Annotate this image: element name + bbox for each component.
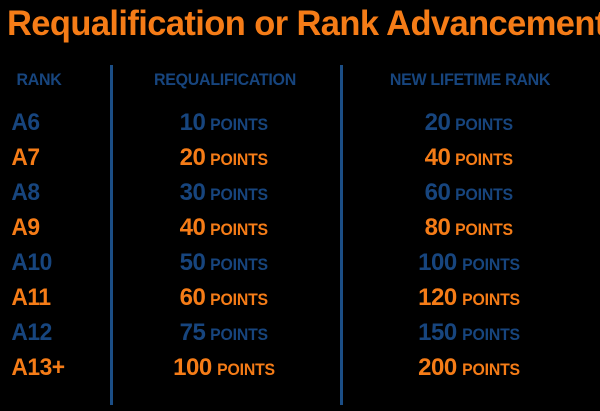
table-row: A13+ 100 POINTS 200 POINTS [0, 350, 600, 385]
cell-requalification: 30 POINTS [110, 179, 340, 207]
cell-new-lifetime-rank: 100 POINTS [340, 249, 600, 277]
cell-rank: A8 [11, 178, 40, 206]
value-new-lifetime-rank: 120 [418, 283, 457, 311]
column-header-requalification: REQUALIFICATION [154, 70, 296, 89]
value-requalification: 75 [179, 318, 206, 346]
value-new-lifetime-rank: 150 [418, 318, 457, 346]
cell-new-lifetime-rank: 80 POINTS [340, 214, 600, 242]
cell-rank: A10 [11, 248, 52, 276]
value-new-lifetime-rank: 200 [418, 353, 457, 381]
cell-requalification: 10 POINTS [110, 109, 340, 137]
cell-rank: A6 [11, 108, 40, 136]
cell-rank: A13+ [11, 353, 65, 381]
value-requalification: 40 [179, 213, 206, 241]
unit-label: POINTS [210, 149, 269, 169]
value-requalification: 20 [179, 143, 206, 171]
column-header-new-lifetime-rank: NEW LIFETIME RANK [389, 70, 551, 89]
value-requalification: 10 [179, 108, 206, 136]
unit-label: POINTS [455, 219, 514, 239]
unit-label: POINTS [210, 289, 269, 309]
unit-label: POINTS [461, 289, 520, 309]
table-row: A9 40 POINTS 80 POINTS [0, 210, 600, 245]
cell-new-lifetime-rank: 20 POINTS [340, 109, 600, 137]
cell-rank: A9 [11, 213, 40, 241]
column-header-rank: RANK [16, 70, 62, 89]
cell-new-lifetime-rank: 40 POINTS [340, 144, 600, 172]
value-new-lifetime-rank: 20 [424, 108, 451, 136]
value-new-lifetime-rank: 40 [424, 143, 451, 171]
cell-new-lifetime-rank: 60 POINTS [340, 179, 600, 207]
unit-label: POINTS [461, 324, 520, 344]
value-new-lifetime-rank: 100 [418, 248, 457, 276]
table-row: A12 75 POINTS 150 POINTS [0, 315, 600, 350]
cell-new-lifetime-rank: 200 POINTS [340, 354, 600, 382]
unit-label: POINTS [210, 114, 269, 134]
value-new-lifetime-rank: 60 [424, 178, 451, 206]
rank-table: RANK REQUALIFICATION NEW LIFETIME RANK A… [0, 55, 600, 411]
table-row: A8 30 POINTS 60 POINTS [0, 175, 600, 210]
cell-rank: A12 [11, 318, 52, 346]
cell-requalification: 50 POINTS [110, 249, 340, 277]
unit-label: POINTS [216, 359, 275, 379]
table-row: A10 50 POINTS 100 POINTS [0, 245, 600, 280]
table-row: A11 60 POINTS 120 POINTS [0, 280, 600, 315]
cell-new-lifetime-rank: 150 POINTS [340, 319, 600, 347]
cell-new-lifetime-rank: 120 POINTS [340, 284, 600, 312]
unit-label: POINTS [461, 359, 520, 379]
cell-requalification: 75 POINTS [110, 319, 340, 347]
cell-requalification: 40 POINTS [110, 214, 340, 242]
cell-rank: A7 [11, 143, 40, 171]
unit-label: POINTS [461, 254, 520, 274]
unit-label: POINTS [455, 114, 514, 134]
unit-label: POINTS [210, 219, 269, 239]
value-requalification: 50 [179, 248, 206, 276]
column-divider-1 [110, 65, 113, 405]
cell-requalification: 60 POINTS [110, 284, 340, 312]
table-header-row: RANK REQUALIFICATION NEW LIFETIME RANK [0, 55, 600, 105]
value-new-lifetime-rank: 80 [424, 213, 451, 241]
cell-requalification: 20 POINTS [110, 144, 340, 172]
value-requalification: 100 [173, 353, 212, 381]
value-requalification: 60 [179, 283, 206, 311]
table-row: A6 10 POINTS 20 POINTS [0, 105, 600, 140]
table-body: A6 10 POINTS 20 POINTS A7 20 POINTS 40 POINT… [0, 105, 600, 385]
column-divider-2 [340, 65, 343, 405]
value-requalification: 30 [179, 178, 206, 206]
table-row: A7 20 POINTS 40 POINTS [0, 140, 600, 175]
unit-label: POINTS [210, 184, 269, 204]
unit-label: POINTS [455, 149, 514, 169]
unit-label: POINTS [455, 184, 514, 204]
cell-rank: A11 [11, 283, 51, 311]
page-title: Requalification or Rank Advancement [7, 4, 600, 43]
unit-label: POINTS [210, 324, 269, 344]
cell-requalification: 100 POINTS [110, 354, 340, 382]
unit-label: POINTS [210, 254, 269, 274]
